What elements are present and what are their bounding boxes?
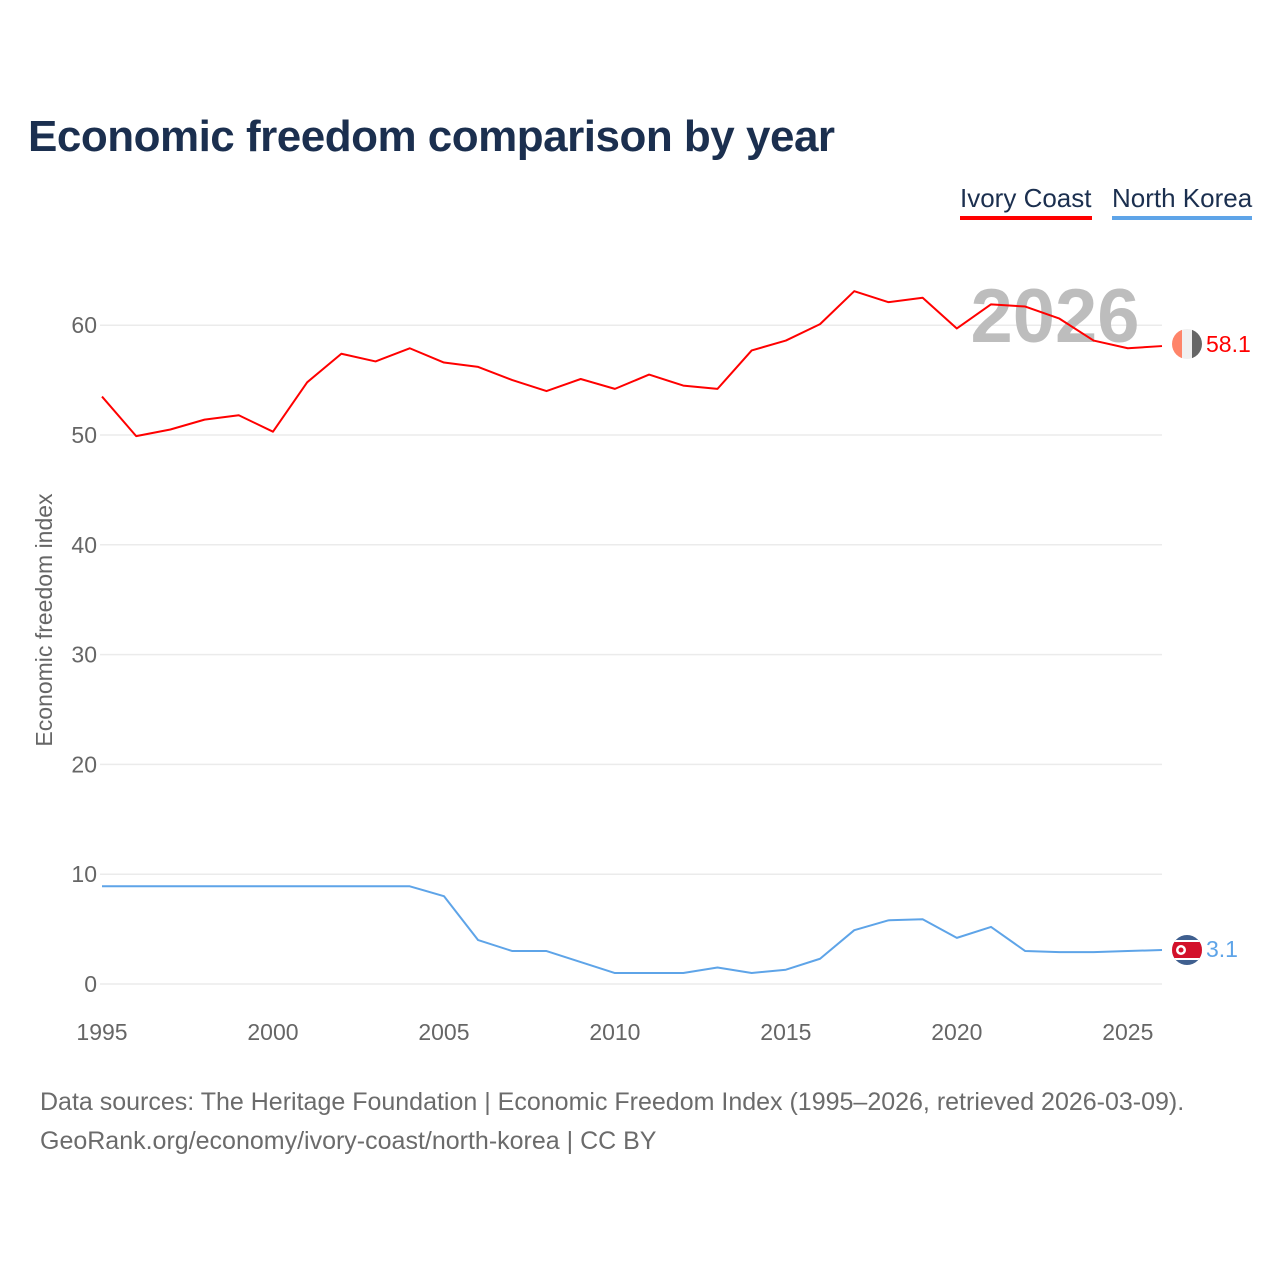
- y-tick-label: 10: [71, 861, 97, 887]
- series-line-north-korea: [102, 885, 1163, 975]
- x-tick-label: 2025: [1102, 1019, 1153, 1045]
- x-tick-label: 2010: [589, 1019, 640, 1045]
- source-line-2[interactable]: GeoRank.org/economy/ivory-coast/north-ko…: [40, 1127, 657, 1155]
- north-korea-end-label: 3.1: [1206, 936, 1238, 962]
- chart-title: Economic freedom comparison by year: [28, 112, 835, 161]
- x-tick-label: 2020: [931, 1019, 982, 1045]
- x-tick-label: 2015: [760, 1019, 811, 1045]
- series-line-ivory-coast: [101, 290, 1163, 438]
- y-tick-label: 30: [71, 642, 97, 668]
- ivory-coast-flag-icon: [1172, 329, 1202, 359]
- source-line-1: Data sources: The Heritage Foundation | …: [40, 1088, 1185, 1116]
- y-tick-label: 50: [71, 422, 97, 448]
- y-axis-label: Economic freedom index: [31, 493, 57, 747]
- north-korea-flag-icon: [1172, 935, 1202, 965]
- ivory-coast-end-label: 58.1: [1206, 331, 1251, 357]
- y-tick-label: 0: [84, 971, 97, 997]
- x-tick-label: 2005: [418, 1019, 469, 1045]
- legend-north-korea[interactable]: North Korea: [1112, 183, 1253, 220]
- x-tick-label: 1995: [76, 1019, 127, 1045]
- y-tick-label: 40: [71, 532, 97, 558]
- x-tick-label: 2000: [247, 1019, 298, 1045]
- legend-ivory-coast[interactable]: Ivory Coast: [960, 183, 1092, 220]
- y-tick-label: 20: [71, 751, 97, 777]
- y-tick-label: 60: [71, 312, 97, 338]
